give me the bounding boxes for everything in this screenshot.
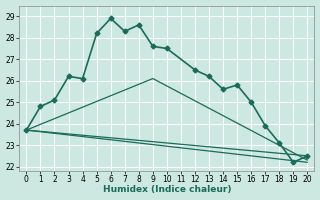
X-axis label: Humidex (Indice chaleur): Humidex (Indice chaleur) — [103, 185, 231, 194]
